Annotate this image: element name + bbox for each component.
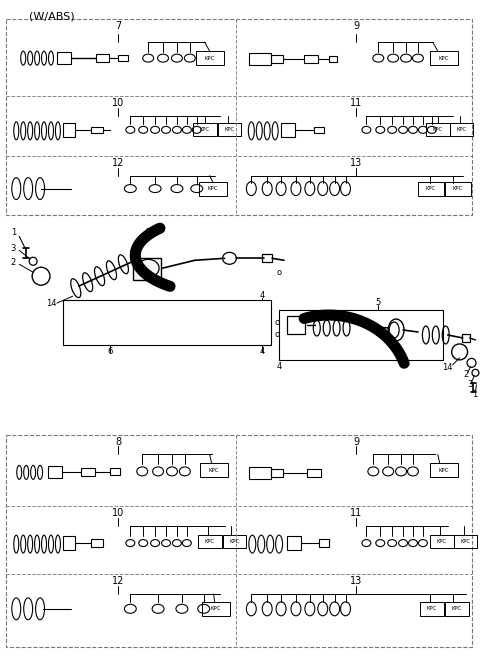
Bar	[319, 539, 329, 547]
Text: KPC: KPC	[452, 606, 462, 611]
Text: 9: 9	[353, 21, 360, 31]
Text: KPC: KPC	[204, 539, 215, 544]
Text: KPC: KPC	[200, 127, 210, 132]
Text: 9: 9	[353, 436, 360, 447]
Bar	[287, 316, 305, 334]
Bar	[196, 51, 224, 65]
Bar	[91, 539, 103, 547]
Bar	[48, 466, 62, 478]
Bar	[96, 54, 109, 62]
Bar	[430, 463, 457, 478]
Text: KPC: KPC	[225, 127, 235, 132]
Text: 10: 10	[112, 508, 124, 518]
Bar	[271, 470, 283, 478]
Text: KPC: KPC	[456, 127, 467, 132]
Bar	[462, 334, 469, 342]
Text: KPC: KPC	[426, 186, 436, 191]
Text: 1: 1	[472, 390, 477, 400]
Text: 1: 1	[11, 228, 16, 237]
Bar	[199, 182, 227, 195]
Text: 4: 4	[276, 362, 282, 371]
Text: (W/ABS): (W/ABS)	[29, 11, 75, 22]
Bar	[454, 535, 478, 548]
Text: 11: 11	[350, 98, 362, 108]
Text: KPC: KPC	[229, 539, 240, 544]
Bar	[430, 535, 454, 548]
Text: 13: 13	[350, 157, 362, 168]
Text: 12: 12	[112, 157, 125, 168]
Bar	[307, 470, 321, 478]
Bar	[329, 56, 336, 62]
Text: o: o	[275, 331, 280, 339]
Text: 3: 3	[467, 380, 472, 389]
Bar	[249, 468, 271, 480]
Bar	[314, 127, 324, 133]
Bar	[200, 463, 228, 478]
Text: KPC: KPC	[438, 56, 449, 60]
Bar	[420, 602, 444, 616]
Bar	[63, 536, 75, 550]
Text: KPC: KPC	[204, 56, 215, 60]
Text: 3: 3	[11, 244, 16, 253]
Text: KPC: KPC	[438, 468, 449, 473]
Text: 2: 2	[463, 370, 468, 379]
Bar	[81, 468, 95, 476]
Text: 4: 4	[260, 291, 265, 300]
Text: KPC: KPC	[208, 468, 219, 473]
Bar	[6, 19, 472, 215]
Text: 13: 13	[350, 576, 362, 586]
Bar	[6, 434, 472, 647]
Bar	[444, 182, 470, 195]
Bar	[119, 55, 128, 61]
Text: o: o	[275, 318, 280, 327]
Text: 4: 4	[260, 348, 265, 356]
Text: 7: 7	[115, 21, 121, 31]
Text: 12: 12	[112, 576, 125, 586]
Bar	[287, 536, 301, 550]
Bar	[57, 52, 71, 64]
Bar	[430, 51, 457, 65]
Text: 6: 6	[108, 348, 113, 356]
Text: KPC: KPC	[453, 186, 463, 191]
Text: 14: 14	[46, 298, 56, 308]
Text: KPC: KPC	[432, 127, 443, 132]
Text: KPC: KPC	[427, 606, 437, 611]
Bar	[217, 123, 241, 136]
Bar	[281, 123, 295, 137]
Bar	[223, 535, 246, 548]
Text: o: o	[276, 268, 282, 277]
Text: 14: 14	[443, 363, 453, 373]
Text: 8: 8	[115, 436, 121, 447]
Bar	[202, 602, 229, 616]
Bar	[198, 535, 222, 548]
Bar	[271, 55, 283, 63]
Text: KPC: KPC	[460, 539, 470, 544]
Bar	[193, 123, 216, 136]
Bar	[450, 123, 473, 136]
Bar	[444, 602, 468, 616]
Text: KPC: KPC	[210, 606, 221, 611]
Text: 11: 11	[350, 508, 362, 518]
Bar	[91, 127, 103, 133]
Bar	[304, 55, 318, 63]
Text: KPC: KPC	[207, 186, 218, 191]
Bar	[63, 123, 75, 137]
Bar	[426, 123, 450, 136]
Text: KPC: KPC	[437, 539, 447, 544]
Text: 10: 10	[112, 98, 124, 108]
Bar	[249, 53, 271, 65]
Bar	[110, 468, 120, 476]
Text: 2: 2	[11, 258, 16, 267]
Bar	[418, 182, 444, 195]
Bar	[133, 258, 161, 280]
Bar	[262, 255, 272, 262]
Text: 5: 5	[376, 298, 381, 306]
